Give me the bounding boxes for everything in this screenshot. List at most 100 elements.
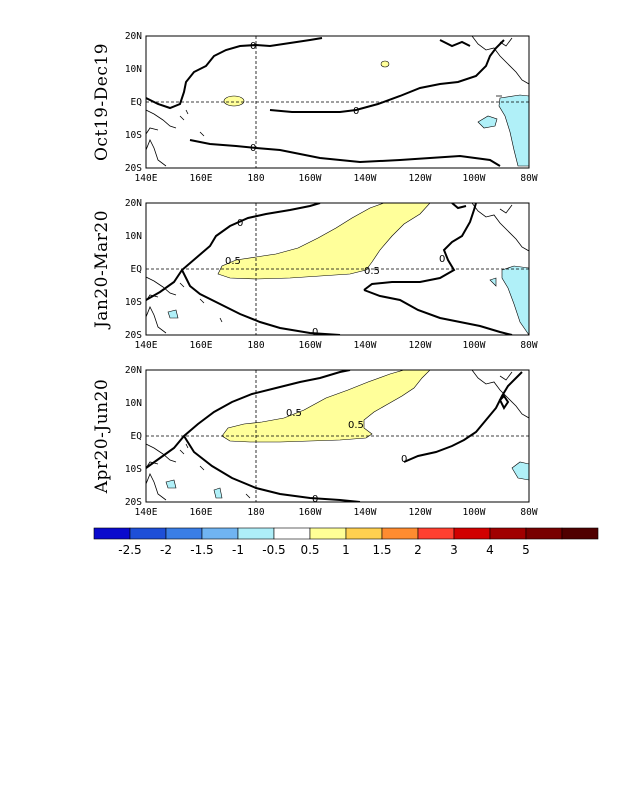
panel-jan20-mar20: Jan20-Mar20 0 0.5 0.5 0 0 20N 10N [92, 198, 538, 351]
colorbar-label: 3 [450, 543, 458, 557]
colorbar-label: 4 [486, 543, 494, 557]
lat-tick: 20S [125, 163, 142, 174]
colorbar-box [309, 527, 347, 540]
negative-anomaly-region [165, 479, 177, 489]
lat-tick: EQ [131, 431, 143, 442]
lon-tick: 160E [190, 173, 213, 184]
colorbar-labels: -2.5 -2 -1.5 -1 -0.5 0.5 1 1.5 2 3 4 5 [118, 543, 530, 557]
contour-label: 0 [250, 143, 256, 154]
zero-contour [181, 269, 341, 335]
colorbar-label: 0.5 [300, 543, 319, 557]
map-frame [145, 369, 530, 503]
lon-tick: 140W [354, 340, 377, 351]
colorbar-label: 5 [522, 543, 530, 557]
lat-tick: EQ [131, 264, 143, 275]
colorbar-label: -1 [232, 543, 244, 557]
negative-anomaly-region [213, 487, 223, 499]
contour-label: 0 [312, 327, 318, 338]
zero-contour [498, 394, 510, 410]
colorbar-box [273, 527, 311, 540]
zero-contour [403, 371, 523, 463]
colorbar-label: -1.5 [190, 543, 213, 557]
zero-contour [183, 435, 361, 502]
lon-tick: 100W [463, 340, 486, 351]
zero-contour [363, 289, 513, 335]
zero-contour [146, 203, 321, 301]
zero-contour [439, 39, 471, 48]
colorbar-box [93, 527, 131, 540]
lon-tick: 140E [135, 507, 158, 518]
colorbar-label: 2 [414, 543, 422, 557]
negative-anomaly-region [498, 94, 529, 167]
lon-tick: 160E [190, 340, 213, 351]
lat-tick: 20N [125, 31, 142, 42]
colorbar-label: -2.5 [118, 543, 141, 557]
positive-anomaly-region [380, 60, 390, 68]
lon-tick: 160E [190, 507, 213, 518]
lon-tick: 120W [409, 173, 432, 184]
lat-tick: 20N [125, 365, 142, 376]
lon-tick: 180 [247, 173, 264, 184]
colorbar-box [237, 527, 275, 540]
positive-anomaly-region [217, 203, 431, 280]
lat-tick: 10N [125, 64, 142, 75]
coastline [146, 36, 529, 167]
colorbar-box [525, 527, 563, 540]
negative-anomaly-region [167, 309, 179, 319]
lon-tick: 80W [520, 507, 537, 518]
zero-contour [363, 203, 477, 291]
contour-label: 0 [353, 106, 359, 117]
zero-contour [189, 139, 501, 167]
lon-tick: 160W [299, 340, 322, 351]
lon-tick: 140W [354, 507, 377, 518]
contour-label: 0.5 [364, 266, 380, 277]
lon-tick: 80W [520, 173, 537, 184]
lat-tick: 10S [125, 297, 142, 308]
contour-label: 0.5 [225, 256, 241, 267]
lon-tick: 180 [247, 340, 264, 351]
colorbar-box [489, 527, 527, 540]
colorbar-box [165, 527, 203, 540]
zero-contour [146, 37, 323, 110]
lat-tick: 10N [125, 231, 142, 242]
lat-tick: EQ [131, 97, 143, 108]
lat-tick: 10S [125, 130, 142, 141]
lat-tick: 10S [125, 464, 142, 475]
map-frame [145, 202, 530, 336]
contour-label: 0 [401, 454, 407, 465]
lon-tick: 140E [135, 340, 158, 351]
lon-tick: 120W [409, 340, 432, 351]
lon-tick: 140W [354, 173, 377, 184]
panel-oct19-dec19: Oct19-Dec19 0 0 0 20N 10N EQ 10S 20S [92, 31, 538, 184]
zero-contour [146, 370, 351, 469]
panel-title: Apr20-Jun20 [92, 379, 112, 495]
colorbar: -2.5 -2 -1.5 -1 -0.5 0.5 1 1.5 2 3 4 5 [93, 527, 599, 557]
lon-tick: 140E [135, 173, 158, 184]
lat-tick: 20S [125, 497, 142, 508]
colorbar-box [381, 527, 419, 540]
colorbar-box [345, 527, 383, 540]
lon-tick: 100W [463, 173, 486, 184]
zero-contour [269, 39, 505, 113]
colorbar-box [453, 527, 491, 540]
contour-label: 0.5 [286, 408, 302, 419]
colorbar-boxes [93, 527, 599, 540]
negative-anomaly-region [511, 461, 529, 481]
colorbar-label: 1.5 [372, 543, 391, 557]
lon-tick: 180 [247, 507, 264, 518]
negative-anomaly-region [477, 115, 498, 129]
colorbar-box [129, 527, 167, 540]
zero-contour [451, 203, 467, 210]
contour-label: 0 [312, 494, 318, 505]
colorbar-box [561, 527, 599, 540]
panel-apr20-jun20: Apr20-Jun20 0.5 0.5 0 0 20N 10N EQ 10 [92, 365, 538, 518]
contour-label: 0 [250, 41, 256, 52]
negative-anomaly-region [501, 265, 529, 335]
colorbar-label: 1 [342, 543, 350, 557]
colorbar-box [201, 527, 239, 540]
negative-anomaly-region [489, 277, 497, 287]
lon-tick: 120W [409, 507, 432, 518]
lon-tick: 160W [299, 507, 322, 518]
lon-tick: 80W [520, 340, 537, 351]
